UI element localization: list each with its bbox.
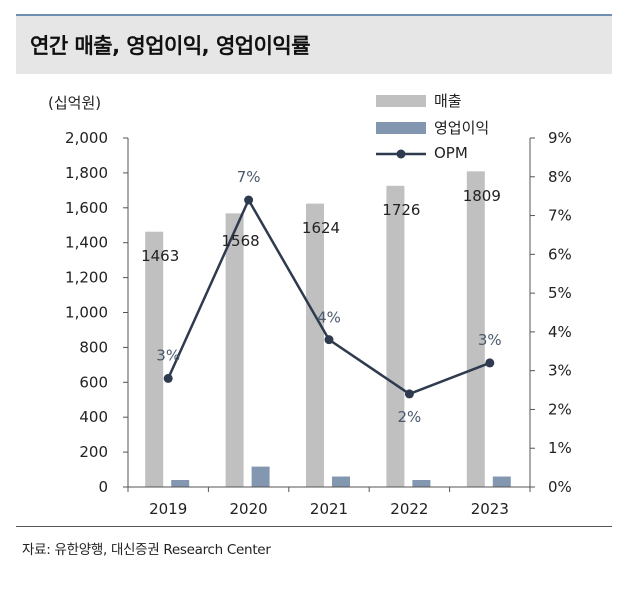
bottom-rule [16, 526, 612, 527]
opm-point [244, 195, 254, 205]
operating-profit-bar [251, 466, 270, 487]
data-labels: 1463 1568 1624 1726 1809 3% 7% 4% 2% 3% [141, 168, 502, 426]
x-axis: 2019 2020 2021 2022 2023 [127, 486, 531, 518]
left-tick-label: 400 [79, 408, 108, 426]
revenue-value-label: 1809 [463, 187, 501, 205]
left-tick-label: 2,000 [65, 129, 108, 147]
opm-point [163, 373, 173, 383]
x-tick-label: 2022 [390, 500, 428, 518]
revenue-value-label: 1463 [141, 247, 179, 265]
chart-title: 연간 매출, 영업이익, 영업이익률 [30, 34, 311, 58]
revenue-bar [145, 231, 164, 487]
unit-label: (십억원) [48, 94, 102, 112]
left-tick-label: 600 [79, 373, 108, 391]
left-axis: 0 200 400 600 800 1,000 1,200 1,400 1,600 1,800 2,… [65, 129, 129, 496]
x-tick-label: 2021 [310, 500, 348, 518]
opm-point [404, 389, 414, 399]
left-tick-label: 1,200 [65, 269, 108, 287]
left-tick-label: 1,400 [65, 234, 108, 252]
right-tick-label: 6% [548, 245, 572, 263]
revenue-value-label: 1568 [222, 232, 260, 250]
operating-profit-bar [332, 476, 350, 487]
right-tick-label: 8% [548, 168, 572, 186]
opm-point [485, 358, 495, 368]
legend-item-operating-profit: 영업이익 [376, 117, 536, 137]
legend-label-revenue: 매출 [434, 92, 462, 110]
left-tick-label: 1,000 [65, 304, 108, 322]
left-tick-label: 0 [98, 478, 108, 496]
opm-value-label: 3% [478, 331, 502, 349]
top-rule [16, 14, 612, 16]
right-tick-label: 0% [548, 478, 572, 496]
revenue-bar [306, 203, 324, 487]
right-axis: 0% 1% 2% 3% 4% 5% 6% 7% 8% 9% [529, 129, 572, 496]
legend-item-revenue: 매출 [376, 90, 536, 110]
opm-value-label: 7% [237, 168, 261, 186]
legend-swatch-opm [376, 149, 426, 159]
revenue-bar [225, 213, 244, 487]
opm-value-label: 2% [398, 408, 422, 426]
left-tick-label: 1,800 [65, 164, 108, 182]
opm-value-label: 4% [317, 309, 341, 327]
legend-item-opm: OPM [376, 144, 536, 164]
right-tick-label: 3% [548, 362, 572, 380]
opm-value-label: 3% [156, 346, 180, 364]
left-tick-label: 1,600 [65, 199, 108, 217]
operating-profit-bar [171, 480, 190, 487]
left-tick-label: 800 [79, 338, 108, 356]
right-tick-label: 1% [548, 439, 572, 457]
right-tick-label: 4% [548, 323, 572, 341]
operating-profit-bar [412, 480, 431, 487]
bar-series [145, 171, 511, 488]
revenue-bar [386, 185, 405, 488]
opm-line-series [163, 195, 495, 399]
operating-profit-bar [492, 476, 511, 487]
opm-point [324, 335, 334, 345]
right-tick-label: 7% [548, 207, 572, 225]
right-tick-label: 2% [548, 400, 572, 418]
title-band: 연간 매출, 영업이익, 영업이익률 [16, 16, 612, 74]
legend-swatch-operating-profit [376, 122, 426, 134]
revenue-value-label: 1726 [382, 201, 420, 219]
revenue-value-label: 1624 [302, 219, 340, 237]
source-note: 자료: 유한양행, 대신증권 Research Center [22, 542, 271, 558]
legend-label-operating-profit: 영업이익 [434, 119, 490, 137]
legend-label-opm: OPM [434, 144, 468, 162]
right-tick-label: 5% [548, 284, 572, 302]
x-tick-label: 2020 [230, 500, 268, 518]
left-tick-label: 200 [79, 443, 108, 461]
legend-swatch-revenue [376, 95, 426, 107]
right-tick-label: 9% [548, 129, 572, 147]
x-tick-label: 2023 [471, 500, 509, 518]
x-tick-label: 2019 [149, 500, 187, 518]
revenue-bar [466, 171, 485, 487]
